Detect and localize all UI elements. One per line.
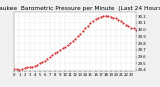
Title: Milwaukee  Barometric Pressure per Minute  (Last 24 Hours): Milwaukee Barometric Pressure per Minute… xyxy=(0,6,160,11)
